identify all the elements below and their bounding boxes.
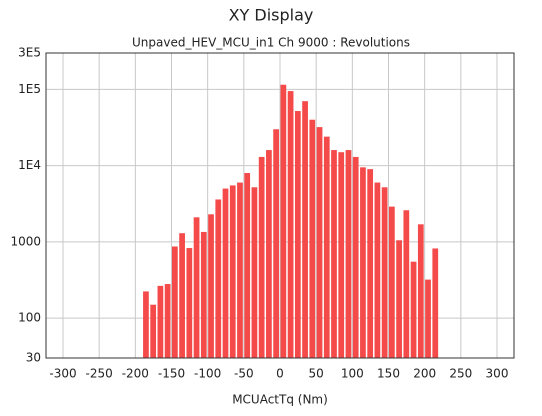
y-tick-label: 1E4 <box>18 158 41 172</box>
bar <box>425 279 431 358</box>
bar <box>244 173 251 358</box>
x-tick-label: -50 <box>234 367 254 381</box>
x-tick-label: -250 <box>86 367 113 381</box>
bar <box>309 119 316 358</box>
bar <box>193 217 200 358</box>
bar <box>294 111 301 358</box>
bar <box>360 167 366 358</box>
bar <box>186 248 193 358</box>
bar <box>171 246 178 358</box>
bar <box>389 206 395 358</box>
bar <box>432 248 439 358</box>
bar <box>367 169 374 358</box>
bar <box>396 240 402 358</box>
bar <box>273 129 279 358</box>
x-tick-label: 300 <box>486 367 509 381</box>
x-tick-label: -150 <box>158 367 185 381</box>
x-tick-label: 50 <box>309 367 324 381</box>
bar <box>258 156 265 358</box>
bar <box>266 150 272 358</box>
bar <box>302 101 308 358</box>
chart-title: XY Display <box>229 6 314 25</box>
bar <box>179 233 185 358</box>
bar <box>352 156 359 358</box>
bar <box>316 127 323 358</box>
plot-frame <box>45 52 515 359</box>
bar <box>164 284 171 358</box>
bar <box>374 182 381 358</box>
bar <box>215 199 222 358</box>
bar <box>251 187 258 358</box>
bar <box>143 291 149 358</box>
bar <box>200 231 207 358</box>
x-tick-label: 200 <box>413 367 436 381</box>
x-tick-label: 0 <box>276 367 284 381</box>
bar <box>150 304 157 358</box>
y-tick-label: 1000 <box>10 234 41 248</box>
bar <box>338 152 345 358</box>
y-tick-label: 100 <box>18 311 41 325</box>
x-tick-label: 250 <box>449 367 472 381</box>
x-tick-label: -300 <box>49 367 76 381</box>
y-tick-label: 3E5 <box>18 46 41 60</box>
bar <box>417 224 424 358</box>
y-tick-label: 1E5 <box>18 82 41 96</box>
bar <box>157 285 164 358</box>
bar <box>287 91 294 358</box>
bar <box>222 188 229 358</box>
x-tick-label: -100 <box>194 367 221 381</box>
bar <box>280 84 287 358</box>
bar <box>323 136 330 358</box>
bar <box>345 150 352 358</box>
bar <box>410 261 417 358</box>
x-tick-label: 150 <box>377 367 400 381</box>
bar <box>381 187 388 358</box>
bar <box>403 210 410 358</box>
y-tick-label: 30 <box>26 351 41 365</box>
bar <box>237 182 243 358</box>
x-tick-label: 100 <box>341 367 364 381</box>
chart-subtitle: Unpaved_HEV_MCU_in1 Ch 9000 : Revolution… <box>132 36 410 50</box>
bar <box>229 185 236 358</box>
bar <box>208 214 214 358</box>
x-axis-label: MCUActTq (Nm) <box>232 393 328 407</box>
bar <box>331 150 337 358</box>
x-tick-label: -200 <box>122 367 149 381</box>
